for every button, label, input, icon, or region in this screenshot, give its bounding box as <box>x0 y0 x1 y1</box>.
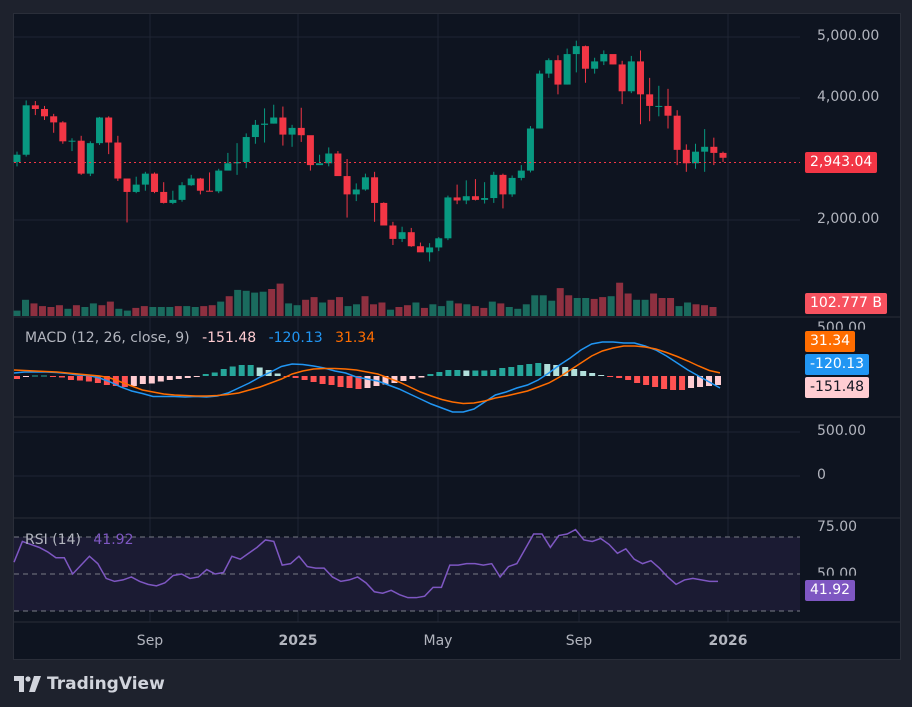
macd-tick: 500.00 <box>817 320 866 336</box>
macd-legend-macd: -120.13 <box>268 330 323 346</box>
price-tick: 5,000.00 <box>817 28 880 44</box>
rsi-tag: 41.92 <box>805 580 856 601</box>
rsi-legend[interactable]: RSI (14) 41.92 <box>25 532 141 548</box>
tradingview-logo-icon <box>14 676 41 692</box>
time-label: 2026 <box>708 633 748 649</box>
macd-legend[interactable]: MACD (12, 26, close, 9) -151.48 -120.13 … <box>25 330 383 346</box>
histogram-tag: -151.48 <box>805 377 870 398</box>
price-tick: 4,000.00 <box>817 89 880 105</box>
macd-tick: 0 <box>817 467 826 483</box>
volume-tag: 102.777 B <box>805 293 887 314</box>
rsi-tick: 50.00 <box>817 566 858 582</box>
time-label: Sep <box>136 633 164 649</box>
time-label: Sep <box>565 633 593 649</box>
brand-name: TradingView <box>47 674 165 694</box>
price-tick: 2,000.00 <box>817 211 880 227</box>
macd-legend-signal: 31.34 <box>335 330 376 346</box>
macd-tick: 500.00 <box>817 423 866 439</box>
macd-tag: -120.13 <box>805 354 870 375</box>
rsi-legend-value: 41.92 <box>93 532 134 548</box>
macd-legend-hist: -151.48 <box>202 330 257 346</box>
signal-tag: 31.34 <box>805 331 856 352</box>
macd-legend-label: MACD (12, 26, close, 9) <box>25 330 190 346</box>
time-label: 2025 <box>278 633 318 649</box>
rsi-tick: 75.00 <box>817 519 858 535</box>
rsi-legend-label: RSI (14) <box>25 532 81 548</box>
last-price-tag: 2,943.04 <box>805 152 878 173</box>
time-label: May <box>423 633 453 649</box>
tradingview-logo[interactable]: TradingView <box>14 674 165 694</box>
